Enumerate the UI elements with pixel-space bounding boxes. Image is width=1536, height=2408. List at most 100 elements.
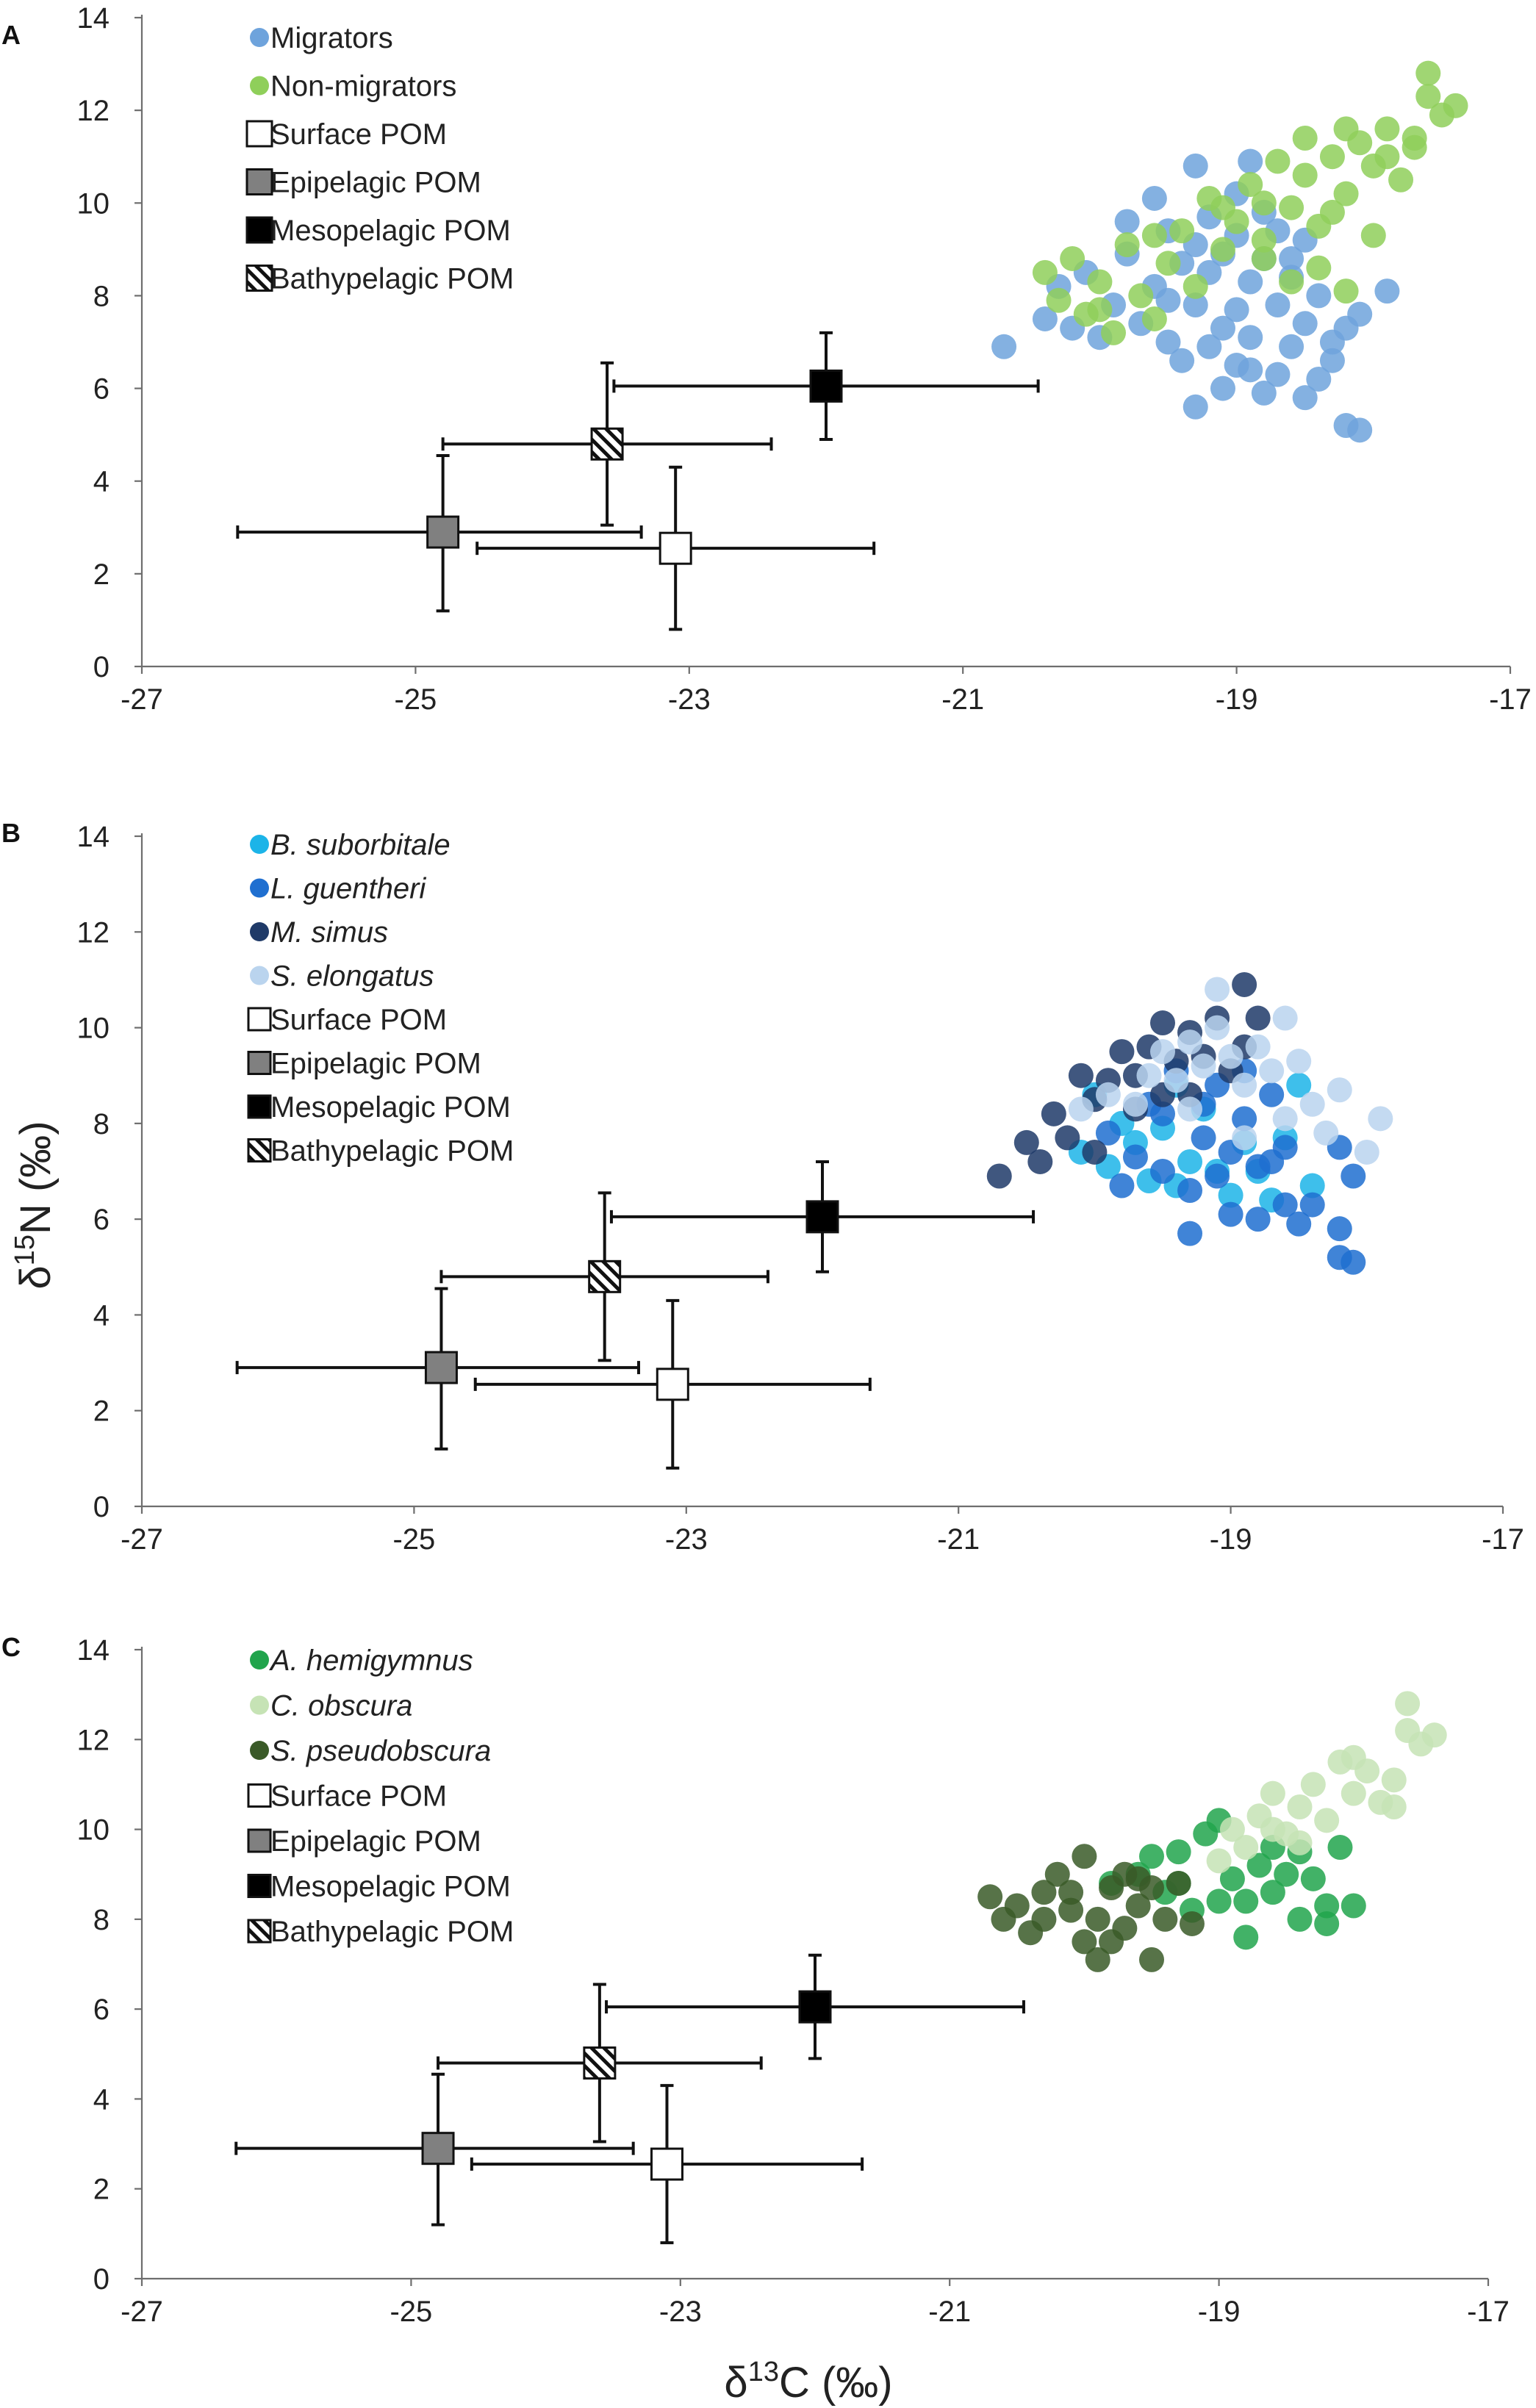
legend-swatch bbox=[247, 1783, 272, 1808]
data-point bbox=[1032, 306, 1058, 331]
data-point bbox=[1169, 348, 1195, 373]
legend-label: Mesopelagic POM bbox=[270, 215, 511, 247]
data-point bbox=[1177, 1096, 1203, 1122]
data-point bbox=[1128, 283, 1154, 309]
y-tick-label-a: 4 bbox=[93, 466, 110, 498]
x-tick-label-a: -17 bbox=[1489, 683, 1532, 716]
legend-label: Migrators bbox=[270, 22, 393, 54]
data-point bbox=[1319, 144, 1345, 170]
legend-label: Bathypelagic POM bbox=[270, 263, 514, 295]
pom-marker bbox=[590, 427, 624, 461]
data-point bbox=[1287, 1830, 1313, 1855]
data-point bbox=[1068, 1063, 1094, 1088]
data-point bbox=[1166, 1870, 1191, 1896]
data-point bbox=[1032, 259, 1058, 285]
data-point bbox=[1139, 1947, 1164, 1972]
y-tick-label-a: 14 bbox=[77, 2, 110, 35]
data-point bbox=[1182, 394, 1208, 420]
x-tick-label-b: -21 bbox=[937, 1523, 980, 1556]
x-tick-label-c: -25 bbox=[390, 2296, 432, 2328]
data-point bbox=[1292, 311, 1318, 337]
data-point bbox=[1205, 1015, 1230, 1041]
data-point bbox=[1265, 292, 1291, 318]
legend-label: S. elongatus bbox=[270, 960, 434, 993]
data-point bbox=[1238, 269, 1263, 295]
data-point bbox=[1166, 1839, 1191, 1865]
x-tick-label-b: -17 bbox=[1482, 1523, 1524, 1556]
pom-bathypelagic-pom-a bbox=[441, 361, 773, 527]
legend-swatch bbox=[250, 28, 269, 47]
y-tick-label-c: 10 bbox=[77, 1814, 110, 1847]
data-point bbox=[1125, 1866, 1151, 1891]
data-point bbox=[1233, 1888, 1259, 1914]
data-point bbox=[1232, 1072, 1257, 1098]
data-point bbox=[1210, 237, 1235, 262]
y-tick-label-b: 2 bbox=[93, 1395, 110, 1428]
data-point bbox=[1381, 1767, 1407, 1793]
data-point bbox=[1238, 148, 1263, 174]
legend-label: Mesopelagic POM bbox=[270, 1091, 511, 1124]
data-point bbox=[1099, 1929, 1124, 1955]
legend-a: Migrators Non-migrators Surface POM Epipela… bbox=[245, 22, 514, 295]
data-point bbox=[1141, 306, 1167, 331]
y-tick-label-c: 4 bbox=[93, 2083, 110, 2116]
data-point bbox=[1374, 116, 1400, 142]
data-point bbox=[1272, 1005, 1298, 1031]
legend-swatch bbox=[245, 265, 273, 292]
data-point bbox=[1238, 172, 1263, 198]
pom-marker bbox=[421, 2132, 455, 2166]
pom-marker bbox=[650, 2147, 683, 2181]
data-point bbox=[977, 1884, 1003, 1910]
data-point bbox=[1041, 1101, 1066, 1126]
data-point bbox=[1082, 1139, 1108, 1165]
data-point bbox=[1333, 181, 1359, 206]
data-point bbox=[1087, 269, 1113, 295]
data-point bbox=[1299, 1091, 1325, 1117]
panel-b: B 0 2 4 6 8 10 12 14 -27 -25 -23 -21 -19 -17 B. suborb… bbox=[1, 818, 1524, 1556]
pom-marker bbox=[424, 1351, 458, 1384]
legend-label: Bathypelagic POM bbox=[270, 1916, 514, 1948]
data-point bbox=[1177, 1149, 1203, 1174]
data-point bbox=[1279, 195, 1304, 220]
data-point bbox=[1101, 320, 1127, 345]
pom-epipelagic-pom-b bbox=[235, 1287, 640, 1451]
pom-marker bbox=[426, 515, 460, 549]
pom-marker bbox=[588, 1259, 622, 1293]
data-point bbox=[1341, 1744, 1366, 1770]
data-point bbox=[1085, 1947, 1110, 1972]
data-point bbox=[1210, 315, 1235, 341]
data-point bbox=[1169, 218, 1195, 244]
data-point bbox=[1259, 1082, 1285, 1107]
data-point bbox=[1279, 269, 1304, 295]
data-point bbox=[1182, 292, 1208, 318]
data-point bbox=[1109, 1173, 1135, 1198]
data-point bbox=[1287, 1906, 1313, 1932]
legend-b: B. suborbitale L. guentheri M. simus S. elo… bbox=[247, 829, 514, 1168]
series-s-elongatus-b bbox=[1068, 977, 1393, 1165]
data-point bbox=[1150, 1101, 1175, 1126]
series-l-guentheri-b bbox=[1095, 1058, 1366, 1275]
pom-epipelagic-pom-c bbox=[234, 2072, 635, 2226]
data-point bbox=[1004, 1893, 1030, 1919]
legend-swatch bbox=[250, 1695, 269, 1715]
plot-area-c: 0 2 4 6 8 10 12 14 -27 -25 -23 -21 -19 -17 A. hemigymn… bbox=[77, 1634, 1510, 2328]
x-axis-title: δ13C (‰) bbox=[724, 2357, 892, 2407]
data-point bbox=[1245, 1207, 1271, 1232]
data-point bbox=[1155, 329, 1181, 355]
data-point bbox=[1292, 125, 1318, 151]
data-point bbox=[1333, 278, 1359, 304]
data-point bbox=[1087, 297, 1113, 323]
legend-label: Epipelagic POM bbox=[270, 1048, 481, 1080]
pom-marker bbox=[805, 1200, 839, 1234]
legend-swatch bbox=[250, 1741, 269, 1760]
y-axis-title: δ15N (‰) bbox=[10, 1121, 60, 1289]
data-point bbox=[1287, 1794, 1313, 1819]
data-point bbox=[1245, 1005, 1271, 1031]
data-point bbox=[1058, 1897, 1084, 1923]
data-point bbox=[1360, 223, 1386, 248]
data-point bbox=[1238, 325, 1263, 351]
data-point bbox=[1219, 1866, 1245, 1891]
data-point bbox=[1155, 287, 1181, 313]
data-point bbox=[1274, 1861, 1299, 1887]
data-point bbox=[1232, 1106, 1257, 1132]
